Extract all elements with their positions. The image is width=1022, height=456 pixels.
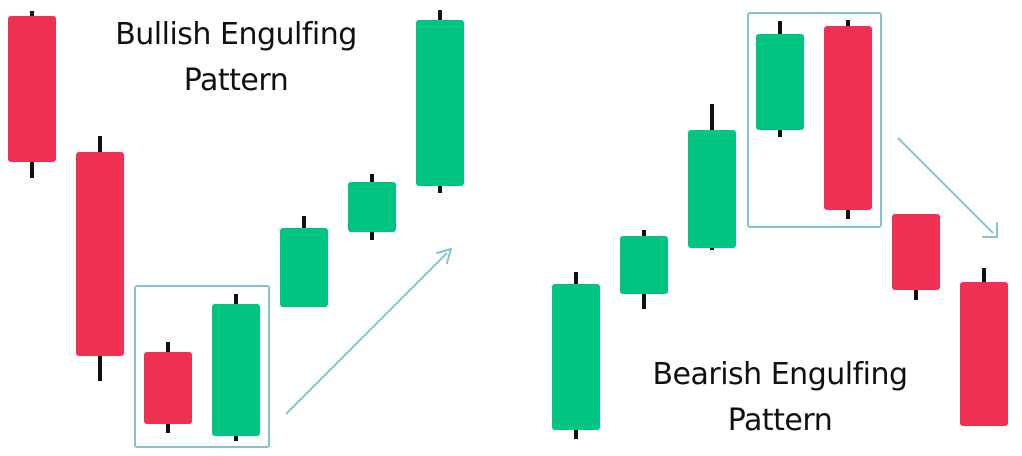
candle-body [144, 352, 192, 424]
candle-bearish [76, 136, 124, 381]
candle-body [416, 20, 464, 186]
candle-bullish [552, 272, 600, 439]
candle-bullish [416, 10, 464, 193]
candle-bullish [212, 294, 260, 441]
candle-bullish [348, 174, 396, 240]
candle-body [756, 34, 804, 130]
uptrend-arrow-icon [285, 248, 452, 415]
bullish-title-line1: Bullish Engulfing [115, 17, 357, 52]
candle-bullish [688, 104, 736, 250]
candle-bullish [620, 230, 668, 309]
bullish-pattern-title: Bullish Engulfing Pattern [96, 12, 376, 104]
bearish-title-line2: Pattern [727, 403, 833, 438]
candle-body [960, 282, 1008, 426]
bearish-title-line1: Bearish Engulfing [652, 357, 908, 392]
candle-body [212, 304, 260, 436]
candle-bearish [8, 11, 56, 178]
candle-body [76, 152, 124, 356]
candle-bearish [960, 268, 1008, 426]
candle-body [892, 214, 940, 290]
candle-bullish [280, 216, 328, 307]
candle-body [280, 228, 328, 307]
candle-body [552, 284, 600, 430]
candle-bearish [144, 342, 192, 433]
bullish-section [8, 10, 464, 448]
downtrend-arrow-icon [897, 137, 998, 238]
candle-body [688, 130, 736, 248]
candle-bullish [756, 21, 804, 137]
candle-body [348, 182, 396, 232]
candle-body [824, 26, 872, 210]
candle-body [620, 236, 668, 294]
candle-body [8, 16, 56, 162]
bearish-section [552, 12, 1008, 439]
bullish-engulfing-highlight-box [134, 285, 270, 448]
candle-bearish [824, 20, 872, 219]
candle-bearish [892, 214, 940, 300]
bearish-engulfing-highlight-box [747, 12, 882, 228]
bullish-title-line2: Pattern [183, 63, 289, 98]
bearish-pattern-title: Bearish Engulfing Pattern [640, 352, 920, 444]
